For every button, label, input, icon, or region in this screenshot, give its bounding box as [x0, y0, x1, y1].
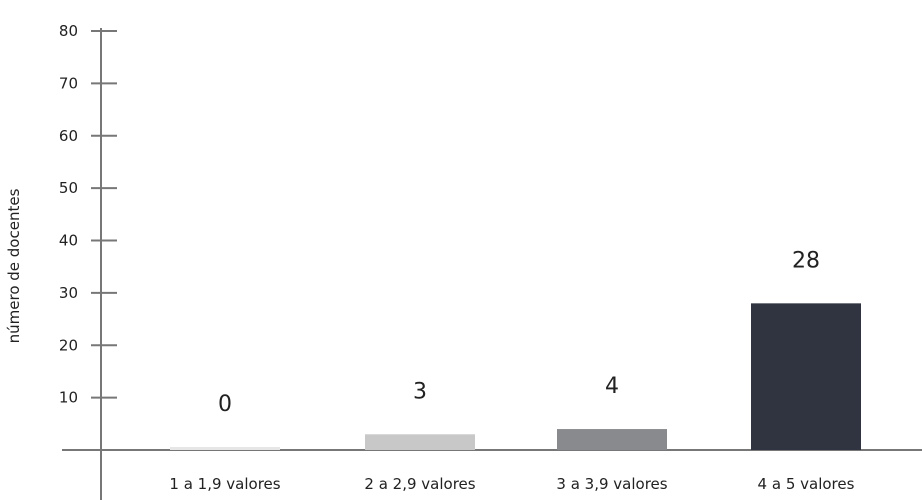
y-tick-label: 20 — [59, 336, 78, 354]
value-labels: 0 3 4 28 — [218, 248, 820, 417]
y-ticks: 10 20 30 40 50 60 70 80 — [59, 22, 117, 407]
bar-value-label: 3 — [413, 379, 427, 404]
bar — [751, 303, 861, 450]
bar-value-label: 28 — [792, 248, 820, 273]
bars — [170, 303, 861, 450]
bar-value-label: 4 — [605, 374, 619, 399]
y-tick-label: 80 — [59, 22, 78, 40]
bar — [557, 429, 667, 450]
x-category-label: 2 a 2,9 valores — [364, 475, 475, 493]
x-category-label: 4 a 5 valores — [758, 475, 855, 493]
category-labels: 1 a 1,9 valores 2 a 2,9 valores 3 a 3,9 va… — [169, 475, 854, 493]
y-tick-label: 70 — [59, 74, 78, 92]
bar — [365, 434, 475, 450]
x-category-label: 3 a 3,9 valores — [556, 475, 667, 493]
bar-value-label: 0 — [218, 392, 232, 417]
y-tick-label: 50 — [59, 179, 78, 197]
y-tick-label: 40 — [59, 232, 78, 250]
y-tick-label: 60 — [59, 127, 78, 145]
y-tick-label: 30 — [59, 284, 78, 302]
bar — [170, 447, 280, 450]
y-axis-title: número de docentes — [5, 188, 23, 343]
y-tick-label: 10 — [59, 389, 78, 407]
x-category-label: 1 a 1,9 valores — [169, 475, 280, 493]
